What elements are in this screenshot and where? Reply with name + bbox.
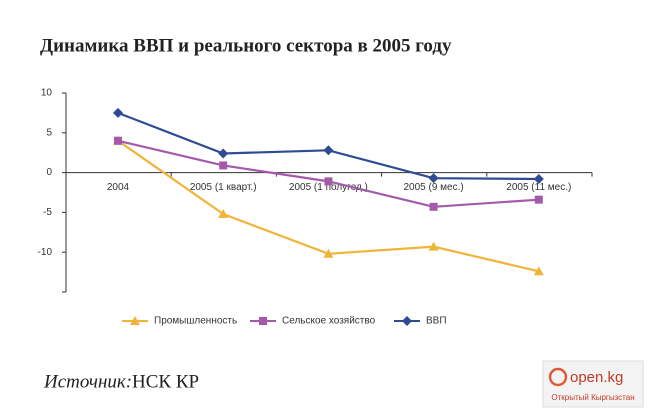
- data-point: [218, 148, 229, 159]
- y-tick-label: 0: [46, 167, 52, 178]
- legend-marker: [402, 316, 412, 326]
- x-tick-label: 2005 (1 кварт.): [190, 182, 257, 193]
- data-point: [533, 173, 544, 184]
- x-tick-label: 2005 (11 мес.): [506, 182, 571, 193]
- chart-title: Динамика ВВП и реального сектора в 2005 …: [40, 35, 452, 56]
- data-point: [534, 195, 543, 204]
- y-tick-label: 10: [41, 88, 53, 99]
- watermark-caption: Открытый Кыргызстан: [551, 393, 634, 402]
- data-point: [218, 208, 229, 218]
- data-point: [428, 241, 439, 251]
- data-point: [533, 266, 544, 276]
- data-point: [114, 136, 122, 145]
- data-point: [428, 173, 439, 184]
- source: НСК КР: [132, 371, 199, 392]
- data-point: [323, 248, 334, 258]
- data-point: [219, 161, 228, 170]
- data-point: [429, 202, 438, 211]
- y-tick-label: -5: [43, 207, 52, 218]
- x-tick-label: 2005 (1 полугод.): [289, 182, 368, 193]
- legend-label: Сельское хозяйство: [282, 316, 376, 327]
- legend-label: Промышленность: [154, 316, 237, 327]
- x-tick-label: 2004: [107, 182, 130, 193]
- y-tick-label: -10: [38, 247, 53, 258]
- legend-label: ВВП: [426, 316, 447, 327]
- data-point: [113, 107, 123, 118]
- source-label: Источник:: [43, 371, 132, 392]
- data-point: [324, 177, 333, 186]
- x-tick-label: 2005 (9 мес.): [403, 182, 463, 193]
- y-tick-label: 5: [46, 127, 52, 138]
- data-point: [323, 145, 334, 156]
- watermark-icon: [548, 367, 568, 387]
- watermark-site: open.kg: [570, 369, 623, 386]
- legend-marker: [259, 317, 267, 325]
- legend-marker: [130, 316, 140, 325]
